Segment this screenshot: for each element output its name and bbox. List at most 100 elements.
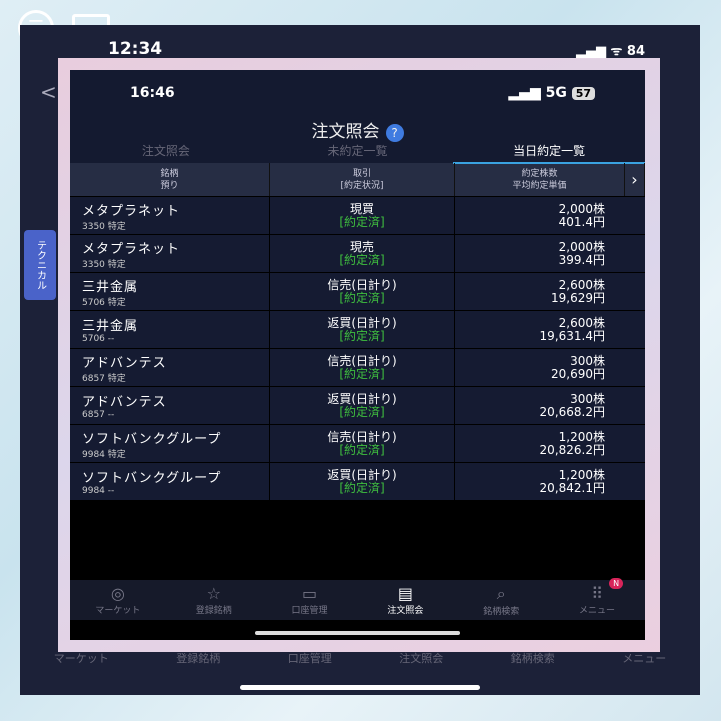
symbol-name: ソフトバンクグループ [82,431,222,447]
symbol-code: 6857 特定 [82,373,126,384]
symbol-code: 6857 -- [82,410,115,420]
quantity: 1,200株 [558,467,605,482]
outer-tab: 銘柄検索 [510,652,555,665]
outer-time: 12:34 [108,39,163,59]
back-icon[interactable]: < [40,80,57,104]
tab-today-executed[interactable]: 当日約定一覧 [453,142,646,164]
nav-icon: ⠿ [591,584,603,603]
symbol-name: 三井金属 [82,319,139,334]
symbol-name: アドバンテス [82,395,167,410]
home-indicator [240,685,480,690]
nav-icon: ▭ [302,584,318,603]
avg-price: 20,826.2円 [539,442,605,457]
symbol-name: ソフトバンクグループ [82,471,222,486]
symbol-name: メタプラネット [82,203,181,219]
quantity: 2,600株 [558,315,605,330]
table-row[interactable]: 三井金属 5706 特定 信売(日計り) [約定済] 2,600株 19,629円 [70,272,645,310]
table-row[interactable]: アドバンテス 6857 -- 返買(日計り) [約定済] 300株 20,668.2円 [70,386,645,424]
table-row[interactable]: アドバンテス 6857 特定 信売(日計り) [約定済] 300株 20,690円 [70,348,645,386]
page-title: 注文照会? [70,115,645,142]
table-row[interactable]: 三井金属 5706 -- 返買(日計り) [約定済] 2,600株 19,631.4円 [70,310,645,348]
nav-label: 登録銘柄 [195,606,232,616]
outer-tab: マーケット [53,652,109,665]
header: 注文照会? 注文照会 未約定一覧 当日約定一覧 [70,115,646,164]
avg-price: 20,668.2円 [539,404,605,419]
outer-tab: 口座管理 [287,652,332,665]
avg-price: 399.4円 [558,252,605,267]
nav-item[interactable]: ▤ 注文照会 [365,584,445,616]
status-badge: [約定済] [339,290,385,305]
symbol-name: 三井金属 [82,279,139,295]
status-badge: [約定済] [339,480,385,495]
nav-label: 口座管理 [291,606,328,616]
nav-label: マーケット [95,606,141,616]
tab-order-inquiry[interactable]: 注文照会 [141,144,190,158]
nav-item[interactable]: ⠿ メニュー N [557,578,637,616]
symbol-name: メタプラネット [82,241,181,257]
symbol-code: 5706 特定 [82,297,126,308]
outer-tab: 注文照会 [399,652,444,665]
symbol-code: 5706 -- [82,334,115,344]
status-badge: [約定済] [339,442,385,457]
trade-type: 信売(日計り) [327,353,397,368]
nav-item[interactable]: ⌕ 銘柄検索 [461,584,541,617]
column-headers: 銘柄 預り 取引 [約定状況] 約定株数 平均約定単価 › [70,163,645,196]
nav-item[interactable]: ☆ 登録銘柄 [174,584,254,616]
trade-type: 現買 [349,201,374,216]
notification-badge: N [609,578,624,589]
table-row[interactable]: メタプラネット 3350 特定 現売 [約定済] 2,000株 399.4円 [70,234,645,272]
col-trade: 取引 [約定状況] [270,163,455,196]
nav-icon: ▤ [397,584,413,603]
nav-label: 注文照会 [387,606,424,616]
order-inquiry-screen: 16:46 ▂▄▆ 5G 57 注文照会? 注文照会 未約定一覧 当日約定一覧 … [70,70,646,640]
nav-label: メニュー [579,606,616,616]
outer-tab: 登録銘柄 [176,652,221,665]
bottom-nav: ◎ マーケット ☆ 登録銘柄 ▭ 口座管理 ▤ 注文照会 ⌕ 銘柄検索 ⠿ メニュー N [70,578,645,620]
outer-tab-bar: マーケット 登録銘柄 口座管理 注文照会 銘柄検索 メニュー [20,650,700,666]
table-row[interactable]: ソフトバンクグループ 9984 特定 信売(日計り) [約定済] 1,200株 20,… [70,424,645,462]
nav-item[interactable]: ▭ 口座管理 [270,584,350,616]
battery: 57 [571,86,595,100]
status-badge: [約定済] [339,328,385,343]
trade-type: 信売(日計り) [327,429,397,444]
table-row[interactable]: メタプラネット 3350 特定 現買 [約定済] 2,000株 401.4円 [70,196,645,234]
quantity: 300株 [570,353,605,368]
status-badge: [約定済] [339,214,385,229]
nav-item[interactable]: ◎ マーケット [78,584,158,616]
help-icon[interactable]: ? [385,124,404,142]
trade-type: 返買(日計り) [327,391,397,406]
symbol-name: アドバンテス [82,355,167,371]
avg-price: 20,842.1円 [539,480,605,495]
col-qty-price: 約定株数 平均約定単価 [455,163,625,196]
avg-price: 19,631.4円 [539,328,605,343]
time: 16:46 [130,84,175,101]
tab-bar: 注文照会 未約定一覧 当日約定一覧 [70,142,646,164]
nav-icon: ◎ [110,584,125,603]
col-symbol: 銘柄 預り [70,163,270,196]
table-row[interactable]: ソフトバンクグループ 9984 -- 返買(日計り) [約定済] 1,200株 20,… [70,462,645,500]
symbol-code: 3350 特定 [82,259,126,270]
trade-type: 返買(日計り) [327,315,397,330]
outer-tab: メニュー [622,652,667,665]
quantity: 2,600株 [558,277,605,292]
avg-price: 401.4円 [558,214,605,229]
trade-type: 返買(日計り) [327,467,397,482]
quantity: 300株 [570,391,605,406]
trade-type: 現売 [349,239,374,254]
chevron-right-icon[interactable]: › [625,163,645,196]
signal: ▂▄▆ 5G 57 [508,85,595,101]
symbol-code: 9984 特定 [82,449,126,460]
status-badge: [約定済] [339,366,385,381]
nav-label: 銘柄検索 [483,606,520,617]
status-badge: [約定済] [339,404,385,419]
symbol-code: 9984 -- [82,486,115,496]
avg-price: 20,690円 [551,366,605,381]
trade-type: 信売(日計り) [327,277,397,292]
technical-tab[interactable]: テクニカル [24,230,56,300]
home-indicator [255,631,460,635]
status-bar: 16:46 ▂▄▆ 5G 57 [70,70,645,115]
quantity: 2,000株 [558,201,605,216]
quantity: 2,000株 [558,239,605,254]
avg-price: 19,629円 [551,290,605,305]
tab-unexecuted[interactable]: 未約定一覧 [327,144,388,158]
